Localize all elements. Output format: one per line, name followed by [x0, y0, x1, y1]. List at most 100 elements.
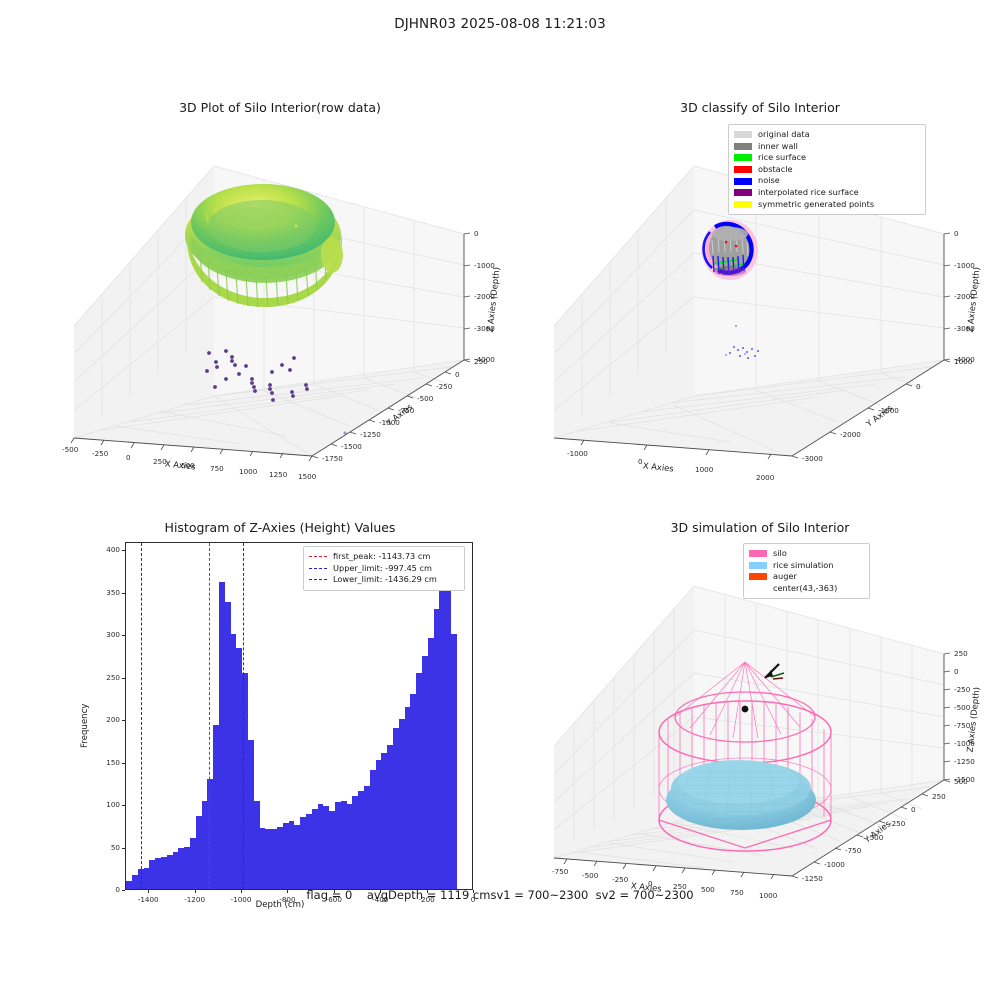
histogram-bar — [224, 602, 231, 889]
panel4-ztick-4: -750 — [954, 721, 971, 730]
legend-item-symmetric-generated-points[interactable]: symmetric generated points — [734, 199, 919, 211]
panel4-ztick-2: -250 — [954, 685, 971, 694]
histogram-ytick: 150 — [106, 757, 120, 767]
panel1-xtick-6: 1000 — [239, 467, 258, 476]
panel2-floor-noise — [725, 325, 760, 360]
histogram-xtick: -600 — [325, 895, 342, 904]
histogram-bar — [155, 857, 161, 889]
histogram-ytick: 100 — [106, 800, 120, 810]
histogram-bar — [126, 881, 132, 889]
histogram-bar — [392, 727, 399, 889]
panel2-z-ticks: 0 -1000 -2000 -3000 -4000 Z Axies (Depth… — [943, 229, 982, 364]
histogram-ytick-mark — [122, 592, 125, 594]
swatch-interpolated-icon — [734, 189, 752, 197]
legend-item-noise[interactable]: noise — [734, 175, 919, 187]
panel4-axes[interactable]: 250 0 -250 -500 -750 -1000 -1250 -1500 Z… — [540, 542, 981, 900]
swatch-rice-surface-icon — [734, 154, 752, 162]
panel1-ytick-4: -750 — [398, 406, 415, 415]
legend-label: rice surface — [758, 152, 807, 163]
legend-item-upper-limit[interactable]: Upper_limit: -997.45 cm — [309, 563, 458, 575]
histogram-bar — [207, 778, 214, 889]
dashed-line-red-icon — [309, 556, 327, 558]
histogram-bar — [340, 800, 347, 889]
histogram-bar — [294, 825, 301, 889]
histogram-bar — [300, 816, 306, 889]
panel4-z-ticks: 250 0 -250 -500 -750 -1000 -1250 -1500 Z… — [943, 649, 981, 784]
histogram-bar — [404, 706, 411, 889]
histogram-ytick: 350 — [106, 587, 120, 597]
legend-item-lower-limit[interactable]: Lower_limit: -1436.29 cm — [309, 574, 458, 586]
swatch-auger-icon — [749, 573, 767, 581]
swatch-silo-icon — [749, 550, 767, 558]
panel2-xlabel: X Axies — [642, 460, 674, 473]
histogram-bar — [427, 637, 434, 889]
panel2-ztick-2: -2000 — [954, 292, 975, 301]
panel1-ytick-1: 0 — [455, 370, 460, 379]
legend-item-rice-surface[interactable]: rice surface — [734, 152, 919, 164]
histogram-axes[interactable]: 0 50 100 150 200 250 300 350 400 -1400 -1200 -1000… — [60, 520, 500, 920]
panel1-xtick-2: 0 — [126, 453, 131, 462]
legend-item-interpolated-rice-surface[interactable]: interpolated rice surface — [734, 187, 919, 199]
histogram-bar — [398, 719, 405, 889]
legend-item-inner-wall[interactable]: inner wall — [734, 141, 919, 153]
swatch-rice-simulation-icon — [749, 561, 767, 569]
histogram-bar — [201, 800, 208, 889]
legend-item-first-peak[interactable]: first_peak: -1143.73 cm — [309, 551, 458, 563]
histogram-ytick: 300 — [106, 630, 120, 640]
legend-item-center[interactable]: center(43,-363) — [749, 583, 863, 595]
legend-label: inner wall — [758, 140, 798, 151]
histogram-xtick-mark — [241, 890, 242, 893]
histogram-bar — [166, 855, 173, 889]
panel4-xtick-3: 0 — [648, 879, 653, 888]
legend-item-rice-simulation[interactable]: rice simulation — [749, 560, 863, 572]
histogram-bar — [346, 804, 353, 889]
panel4-ytick-5: -750 — [845, 846, 862, 855]
histogram-bar — [288, 821, 295, 889]
panel4-ytick-1: 250 — [932, 792, 946, 801]
legend-label: auger — [773, 571, 797, 582]
histogram-bar — [236, 647, 243, 889]
histogram-bar — [305, 814, 312, 889]
panel1-xtick-3: 250 — [153, 457, 167, 466]
panel2-zlabel: Z Axies (Depth) — [965, 267, 982, 333]
legend-item-original-data[interactable]: original data — [734, 129, 919, 141]
panel-3d-simulation: 3D simulation of Silo Interior — [540, 520, 981, 900]
histogram-bar — [230, 634, 237, 889]
panel2-xtick-0: -1000 — [567, 449, 588, 458]
legend-item-silo[interactable]: silo — [749, 548, 863, 560]
histogram-plot-frame — [125, 542, 473, 890]
swatch-inner-wall-icon — [734, 142, 752, 150]
histogram-xtick: 0 — [470, 895, 476, 904]
dashed-line-blue-lower-icon — [309, 579, 327, 581]
panel2-x-ticks: -1000 0 1000 2000 X Axies — [567, 439, 775, 482]
panel2-ytick-1: 0 — [916, 382, 921, 391]
panel1-xtick-4: 500 — [181, 461, 195, 470]
panel4-panes — [554, 586, 944, 876]
panel1-xlabel: X Axies — [164, 458, 196, 471]
histogram-bar — [271, 828, 277, 889]
panel1-ytick-2: -250 — [436, 382, 453, 391]
histogram-bar — [317, 804, 324, 889]
legend-label: noise — [758, 175, 780, 186]
panel1-ytick-6: -1250 — [360, 430, 381, 439]
histogram-bar — [137, 868, 144, 889]
histogram-xtick: -1000 — [230, 895, 252, 904]
panel2-legend[interactable]: original data inner wall rice surface ob… — [728, 124, 926, 216]
histogram-legend[interactable]: first_peak: -1143.73 cm Upper_limit: -99… — [303, 546, 465, 591]
legend-item-obstacle[interactable]: obstacle — [734, 164, 919, 176]
panel4-legend[interactable]: silo rice simulation auger center(43,-36… — [743, 543, 870, 600]
panel2-xtick-2: 1000 — [695, 465, 714, 474]
histogram-bar — [195, 816, 202, 889]
panel4-xtick-5: 500 — [701, 885, 715, 894]
legend-label: first_peak: -1143.73 cm — [333, 551, 431, 561]
panel-3d-raw: 3D Plot of Silo Interior(row data) — [60, 100, 501, 481]
panel1-axes[interactable]: 0 -1000 -2000 -3000 -4000 Z Axies (Depth… — [60, 122, 501, 481]
panel4-title: 3D simulation of Silo Interior — [670, 520, 850, 535]
panel2-axes[interactable]: 0 -1000 -2000 -3000 -4000 Z Axies (Depth… — [540, 122, 982, 482]
histogram-bar — [253, 800, 260, 889]
panel4-ytick-2: 0 — [911, 805, 916, 814]
legend-item-auger[interactable]: auger — [749, 571, 863, 583]
histogram-xtick-mark — [426, 890, 428, 893]
histogram-bar — [213, 725, 219, 889]
panel2-ztick-3: -3000 — [954, 324, 975, 333]
